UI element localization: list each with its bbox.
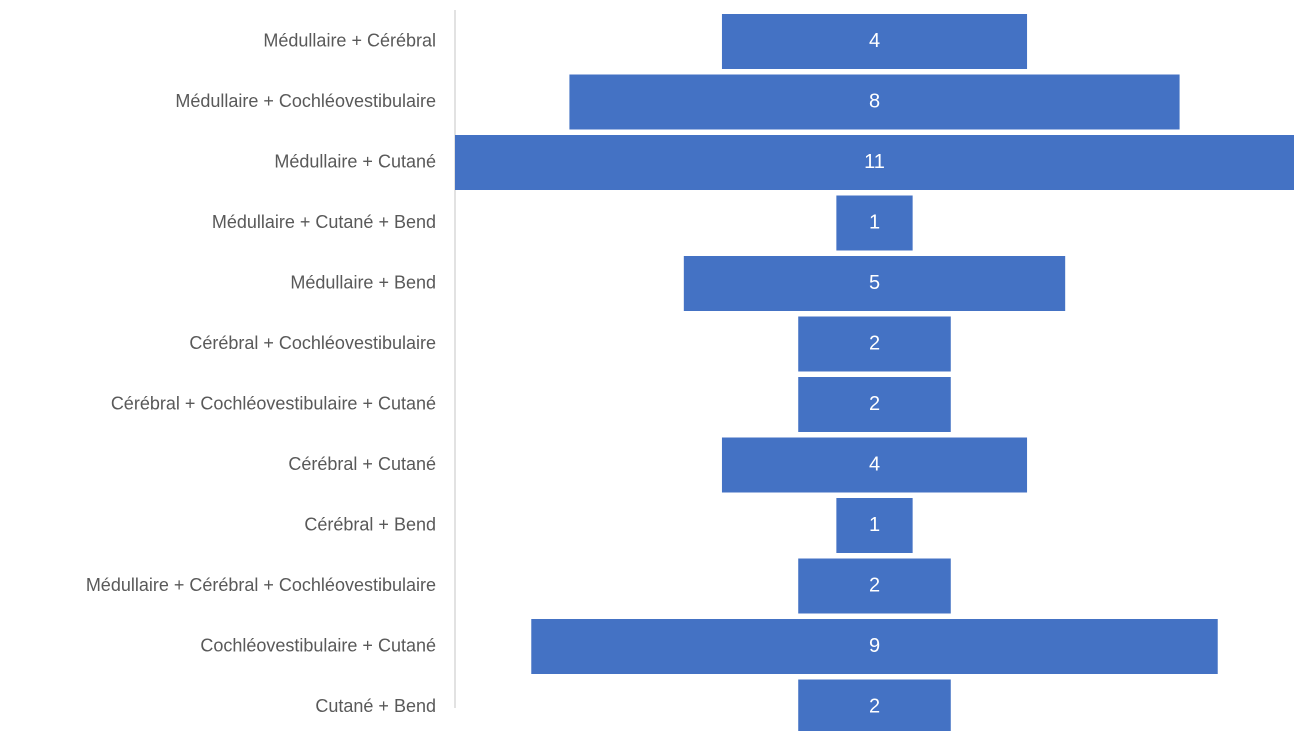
bar-value-label: 1 <box>869 514 880 536</box>
bar <box>836 498 913 553</box>
category-labels: Médullaire + Cérébral Médullaire + Cochlé… <box>86 30 436 716</box>
bar <box>721 437 1028 493</box>
category-label: Cérébral + Bend <box>304 514 436 534</box>
bar <box>798 558 951 614</box>
bar-value-label: 2 <box>869 695 880 717</box>
bar <box>798 377 951 432</box>
category-label: Médullaire + Bend <box>290 272 436 292</box>
bar-value-label: 2 <box>869 332 880 354</box>
bars <box>455 14 1294 731</box>
bar-value-label: 4 <box>869 30 880 52</box>
bar-value-label: 8 <box>869 90 880 112</box>
bar <box>455 135 1294 190</box>
bar-value-label: 11 <box>864 151 885 173</box>
bar <box>569 74 1180 130</box>
category-label: Médullaire + Cutané <box>274 151 436 171</box>
category-label: Cérébral + Cochléovestibulaire + Cutané <box>111 393 436 413</box>
category-label: Cutané + Bend <box>315 696 436 716</box>
bar-value-label: 1 <box>869 211 880 233</box>
bar <box>683 256 1066 311</box>
bar <box>798 316 951 372</box>
bar-value-label: 2 <box>869 393 880 415</box>
category-label: Médullaire + Cérébral + Cochléovestibula… <box>86 575 436 595</box>
category-label: Médullaire + Cérébral <box>263 30 436 50</box>
category-label: Médullaire + Cochléovestibulaire <box>175 91 436 111</box>
bar <box>721 14 1028 69</box>
bar <box>798 679 951 731</box>
bar-value-label: 5 <box>869 272 880 294</box>
category-label: Cérébral + Cochléovestibulaire <box>189 333 436 353</box>
bar <box>531 619 1218 674</box>
bar-value-label: 4 <box>869 453 880 475</box>
bar-value-label: 2 <box>869 574 880 596</box>
bar-value-label: 9 <box>869 635 880 657</box>
category-label: Médullaire + Cutané + Bend <box>212 212 436 232</box>
category-label: Cochléovestibulaire + Cutané <box>200 635 436 655</box>
category-label: Cérébral + Cutané <box>288 454 436 474</box>
bar <box>836 195 913 251</box>
